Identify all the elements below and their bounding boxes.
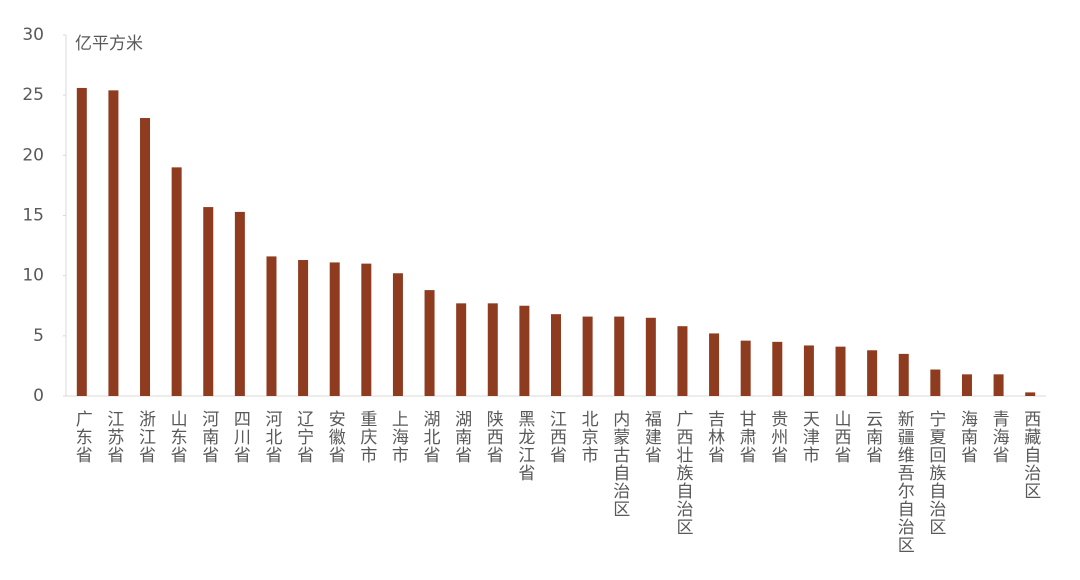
- bar: [677, 326, 688, 396]
- x-tick-label: 黑龙江省: [514, 410, 535, 482]
- x-tick-label: 北京市: [578, 410, 599, 464]
- bar: [487, 303, 498, 396]
- y-tick-label: 15: [22, 206, 44, 226]
- y-tick-label: 0: [33, 386, 44, 406]
- x-tick-label: 内蒙古自治区: [609, 410, 630, 518]
- x-tick-label: 湖南省: [451, 410, 472, 464]
- bar: [329, 262, 340, 396]
- bar: [392, 273, 403, 396]
- x-tick-label: 福建省: [641, 410, 662, 464]
- x-tick-label: 广西壮族自治区: [672, 410, 693, 536]
- x-tick-label: 甘肃省: [736, 410, 757, 464]
- bar: [361, 263, 372, 396]
- y-tick-label: 20: [22, 145, 44, 165]
- bar: [898, 353, 909, 396]
- x-tick-label: 四川省: [230, 410, 251, 464]
- y-tick-label: 25: [22, 85, 44, 105]
- x-tick-label: 河南省: [198, 410, 219, 464]
- bar: [171, 167, 182, 396]
- bar: [519, 305, 530, 396]
- bar: [835, 346, 846, 396]
- bar: [709, 333, 720, 396]
- x-tick-label: 海南省: [957, 410, 978, 464]
- bar: [803, 345, 814, 396]
- x-tick-label: 新疆维吾尔自治区: [894, 410, 915, 554]
- bar: [930, 369, 941, 396]
- y-tick-label: 30: [22, 25, 44, 45]
- bar: [266, 256, 277, 396]
- bar: [740, 340, 751, 396]
- bar: [645, 317, 656, 396]
- x-tick-label: 云南省: [862, 410, 883, 464]
- bar: [424, 290, 435, 396]
- x-tick-label: 江西省: [546, 410, 567, 464]
- x-tick-label: 广东省: [72, 410, 93, 464]
- bar: [203, 207, 214, 396]
- x-tick-label: 陕西省: [483, 410, 504, 464]
- bar: [993, 374, 1004, 396]
- x-tick-label: 安徽省: [325, 410, 346, 464]
- x-tick-label: 重庆市: [356, 410, 377, 464]
- bar: [867, 350, 878, 396]
- bar: [551, 314, 561, 396]
- bar: [234, 211, 245, 396]
- x-tick-label: 山西省: [831, 410, 852, 464]
- x-tick-label: 青海省: [989, 410, 1010, 464]
- x-tick-label: 河北省: [261, 410, 282, 464]
- bar: [582, 316, 593, 396]
- bar: [298, 260, 309, 396]
- x-tick-label: 西藏自治区: [1020, 410, 1041, 500]
- bar: [108, 90, 119, 396]
- y-axis-unit: 亿平方米: [75, 34, 143, 54]
- x-tick-label: 宁夏回族自治区: [925, 410, 946, 536]
- x-tick-label: 天津市: [799, 410, 820, 464]
- bar: [456, 303, 467, 396]
- y-tick-label: 10: [22, 266, 44, 286]
- bar: [1025, 392, 1036, 396]
- bar: [614, 316, 625, 396]
- y-tick-label: 5: [33, 326, 44, 346]
- x-tick-label: 江苏省: [103, 410, 124, 464]
- bar: [772, 341, 783, 396]
- x-tick-label: 湖北省: [420, 410, 441, 464]
- x-tick-label: 上海市: [388, 410, 409, 464]
- bar: [76, 87, 87, 397]
- bar: [961, 374, 972, 396]
- bar: [140, 118, 151, 396]
- x-tick-label: 贵州省: [767, 410, 788, 464]
- x-tick-label: 山东省: [167, 410, 188, 464]
- x-tick-label: 吉林省: [704, 410, 725, 464]
- x-tick-label: 浙江省: [135, 410, 156, 464]
- x-tick-label: 辽宁省: [293, 410, 314, 464]
